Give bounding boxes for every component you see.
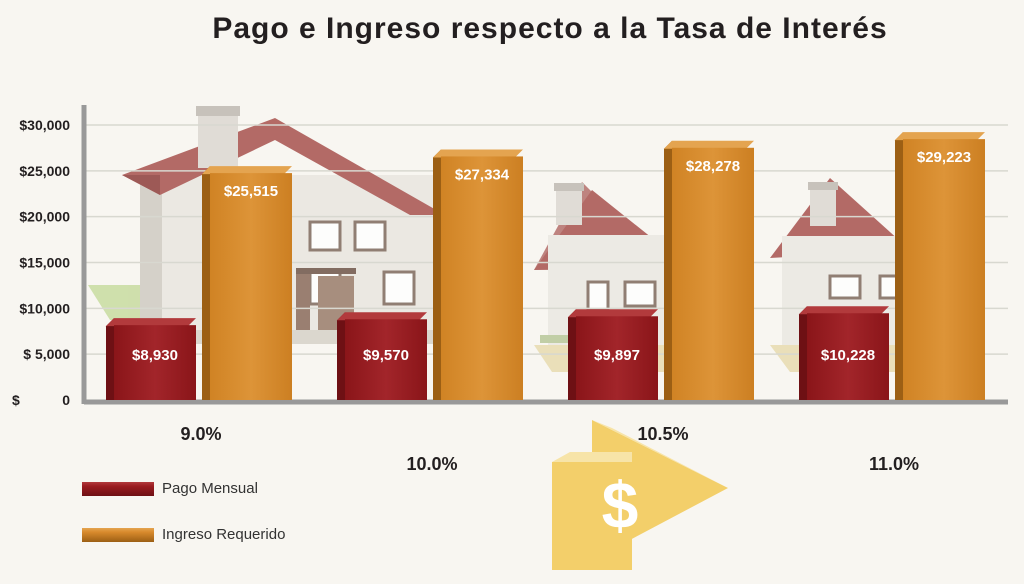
bar-pago <box>576 316 658 400</box>
y-tick-label: $20,000 <box>19 209 70 225</box>
data-label-ingreso: $28,278 <box>686 158 740 175</box>
bar-pago-top <box>799 306 889 315</box>
y-tick-label: $30,000 <box>19 117 70 133</box>
bar-pago <box>807 313 889 400</box>
bar-ingreso-side <box>664 140 672 400</box>
y-tick-label: $15,000 <box>19 255 70 271</box>
data-label-pago: $10,228 <box>821 347 875 364</box>
bar-pago-side <box>106 318 114 400</box>
legend-label-pago: Pago Mensual <box>162 480 258 497</box>
bar-ingreso <box>903 139 985 400</box>
dollar-arrow-icon: $ <box>552 420 728 570</box>
y-tick-label: $ 5,000 <box>23 346 70 362</box>
data-label-pago: $8,930 <box>132 347 178 364</box>
bar-pago-top <box>337 312 427 321</box>
legend-swatch-ingreso <box>82 528 154 542</box>
bar-ingreso-top <box>433 149 523 158</box>
bar-pago <box>114 325 196 400</box>
bar-ingreso-top <box>664 140 754 149</box>
bar-ingreso-top <box>895 132 985 141</box>
legend-label-ingreso: Ingreso Requerido <box>162 526 286 543</box>
bar-pago <box>345 319 427 400</box>
x-category-label: 9.0% <box>180 424 221 444</box>
bar-pago-side <box>568 309 576 400</box>
bar-ingreso <box>441 156 523 400</box>
bar-ingreso-side <box>202 166 210 400</box>
bar-ingreso <box>210 173 292 400</box>
data-label-ingreso: $29,223 <box>917 149 971 166</box>
data-label-ingreso: $27,334 <box>455 166 510 183</box>
x-category-label: 10.0% <box>406 454 457 474</box>
data-label-pago: $9,570 <box>363 347 409 364</box>
bar-ingreso-top <box>202 166 292 175</box>
y-tick-label: $25,000 <box>19 163 70 179</box>
bar-pago-top <box>106 318 196 327</box>
bar-pago-side <box>337 312 345 400</box>
bar-ingreso <box>672 147 754 400</box>
svg-text:$: $ <box>602 468 639 542</box>
data-label-pago: $9,897 <box>594 347 640 364</box>
x-category-label: 10.5% <box>637 424 688 444</box>
bar-ingreso-side <box>895 132 903 400</box>
y-tick-label-zero: 0 <box>62 392 70 408</box>
y-tick-label: $10,000 <box>19 300 70 316</box>
y-tick-label: $ <box>12 392 20 408</box>
data-label-ingreso: $25,515 <box>224 183 278 200</box>
legend-swatch-pago <box>82 482 154 496</box>
bar-ingreso-side <box>433 149 441 400</box>
bar-pago-top <box>568 309 658 318</box>
bar-pago-side <box>799 306 807 400</box>
chart-title: Pago e Ingreso respecto a la Tasa de Int… <box>212 12 888 45</box>
x-category-label: 11.0% <box>869 454 919 474</box>
